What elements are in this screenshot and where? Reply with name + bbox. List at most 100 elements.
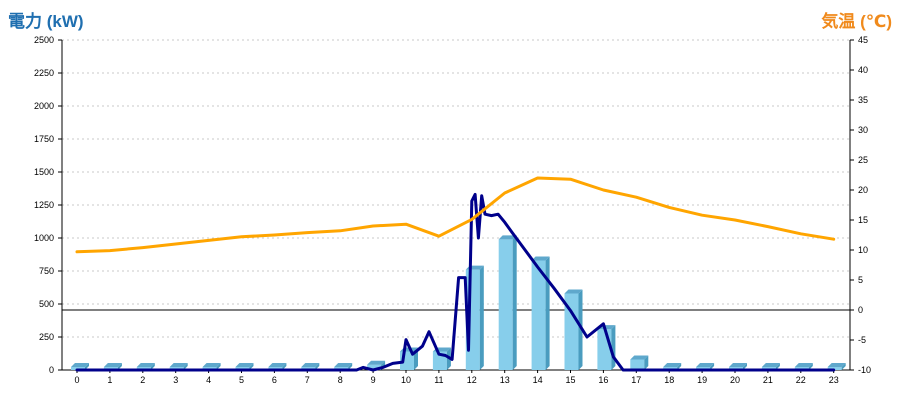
power-bar-top bbox=[367, 360, 386, 365]
x-axis-tick-label: 11 bbox=[434, 375, 443, 385]
power-bar-side bbox=[578, 289, 583, 370]
grid-lines bbox=[62, 39, 850, 338]
power-bar-side bbox=[743, 363, 747, 370]
x-axis-tick-label: 3 bbox=[173, 375, 178, 385]
power-bar-top bbox=[235, 363, 254, 367]
power-bar-side bbox=[841, 363, 846, 370]
x-axis-tick-label: 13 bbox=[500, 375, 510, 385]
power-bar-top bbox=[268, 363, 287, 367]
power-bar-top bbox=[136, 363, 155, 367]
x-axis-tick-label: 12 bbox=[467, 375, 477, 385]
power-line bbox=[75, 192, 836, 372]
power-bar bbox=[630, 355, 649, 370]
power-bar-top bbox=[169, 363, 188, 367]
power-bar-top bbox=[71, 363, 89, 367]
left-axis-tick-label: 750 bbox=[39, 266, 54, 276]
power-bar-top bbox=[696, 363, 715, 367]
power-bar-top bbox=[301, 363, 320, 367]
power-bar-top bbox=[794, 363, 813, 367]
x-axis-tick-label: 23 bbox=[829, 375, 839, 385]
power-bar-side bbox=[150, 363, 155, 370]
series-lines bbox=[75, 176, 836, 372]
power-bar-front bbox=[498, 239, 513, 370]
left-axis-tick-label: 250 bbox=[39, 332, 54, 342]
power-bar bbox=[498, 235, 517, 370]
right-axis-tick-label: -10 bbox=[858, 365, 871, 375]
power-bar-side bbox=[117, 363, 122, 370]
left-axis-tick-label: 1500 bbox=[34, 167, 54, 177]
x-axis-tick-label: 18 bbox=[664, 375, 674, 385]
x-axis-tick-label: 2 bbox=[140, 375, 145, 385]
power-bar-side bbox=[677, 363, 682, 370]
power-bar-side bbox=[479, 265, 484, 370]
power-bar bbox=[564, 289, 583, 370]
x-axis-tick-label: 8 bbox=[338, 375, 343, 385]
power-bar-side bbox=[512, 235, 517, 370]
power-bars bbox=[71, 235, 846, 370]
power-bar-top bbox=[761, 363, 780, 367]
power-bar-front bbox=[531, 260, 546, 370]
power-bar-front bbox=[827, 367, 842, 370]
power-bar-side bbox=[710, 363, 715, 370]
power-bar-side bbox=[249, 363, 254, 370]
left-axis-tick-label: 500 bbox=[39, 299, 54, 309]
right-axis-tick-label: 10 bbox=[858, 245, 868, 255]
power-bar bbox=[827, 363, 846, 370]
power-bar-side bbox=[85, 363, 89, 370]
x-axis-tick-label: 15 bbox=[565, 375, 575, 385]
power-bar-front bbox=[564, 293, 579, 370]
x-axis-tick-label: 4 bbox=[206, 375, 211, 385]
x-axis-tick-label: 14 bbox=[533, 375, 543, 385]
x-axis-tick-label: 19 bbox=[697, 375, 707, 385]
x-axis-tick-label: 17 bbox=[631, 375, 641, 385]
x-axis-tick-label: 6 bbox=[272, 375, 277, 385]
right-axis-tick-label: 45 bbox=[858, 35, 868, 45]
x-axis-tick-label: 9 bbox=[371, 375, 376, 385]
right-axis-tick-label: 25 bbox=[858, 155, 868, 165]
power-bar-top bbox=[498, 235, 517, 240]
x-axis-tick-label: 20 bbox=[730, 375, 740, 385]
power-bar-top bbox=[827, 363, 846, 367]
power-bar-side bbox=[216, 363, 221, 370]
power-bar-front bbox=[630, 359, 645, 370]
right-axis-tick-label: 5 bbox=[858, 275, 863, 285]
left-axis-title: 電力 (kW) bbox=[8, 12, 84, 31]
temperature-line bbox=[75, 176, 836, 254]
power-bar-side bbox=[282, 363, 287, 370]
right-axis-tick-label: 40 bbox=[858, 65, 868, 75]
power-bar-side bbox=[545, 256, 550, 370]
power-bar-side bbox=[775, 363, 780, 370]
power-bar-side bbox=[348, 363, 353, 370]
left-axis-tick-label: 1000 bbox=[34, 233, 54, 243]
power-bar-top bbox=[531, 256, 550, 261]
x-axis-tick-label: 0 bbox=[74, 375, 79, 385]
power-bar-top bbox=[103, 363, 122, 367]
x-axis-tick-label: 21 bbox=[763, 375, 773, 385]
power-bar-top bbox=[334, 363, 353, 367]
power-bar-top bbox=[729, 363, 747, 367]
left-axis-tick-label: 1750 bbox=[34, 134, 54, 144]
power-bar-front bbox=[597, 329, 612, 370]
left-axis-tick-label: 2000 bbox=[34, 101, 54, 111]
power-bar-top bbox=[202, 363, 221, 367]
right-axis-tick-label: 0 bbox=[858, 305, 863, 315]
left-axis-tick-label: 2500 bbox=[34, 35, 54, 45]
power-bar-top bbox=[564, 289, 583, 294]
right-axis-tick-label: 15 bbox=[858, 215, 868, 225]
x-axis-tick-label: 16 bbox=[598, 375, 608, 385]
power-bar-top bbox=[630, 355, 649, 360]
left-axis-tick-label: 0 bbox=[49, 365, 54, 375]
x-axis-tick-label: 10 bbox=[401, 375, 411, 385]
left-axis-tick-label: 2250 bbox=[34, 68, 54, 78]
x-axis-tick-label: 7 bbox=[305, 375, 310, 385]
right-axis-tick-label: 20 bbox=[858, 185, 868, 195]
power-bar bbox=[531, 256, 550, 370]
power-bar-side bbox=[644, 355, 649, 370]
right-axis-tick-label: 30 bbox=[858, 125, 868, 135]
right-axis-tick-label: -5 bbox=[858, 335, 866, 345]
power-bar-side bbox=[183, 363, 188, 370]
right-axis-tick-label: 35 bbox=[858, 95, 868, 105]
left-axis-tick-label: 1250 bbox=[34, 200, 54, 210]
x-axis-tick-label: 22 bbox=[796, 375, 806, 385]
